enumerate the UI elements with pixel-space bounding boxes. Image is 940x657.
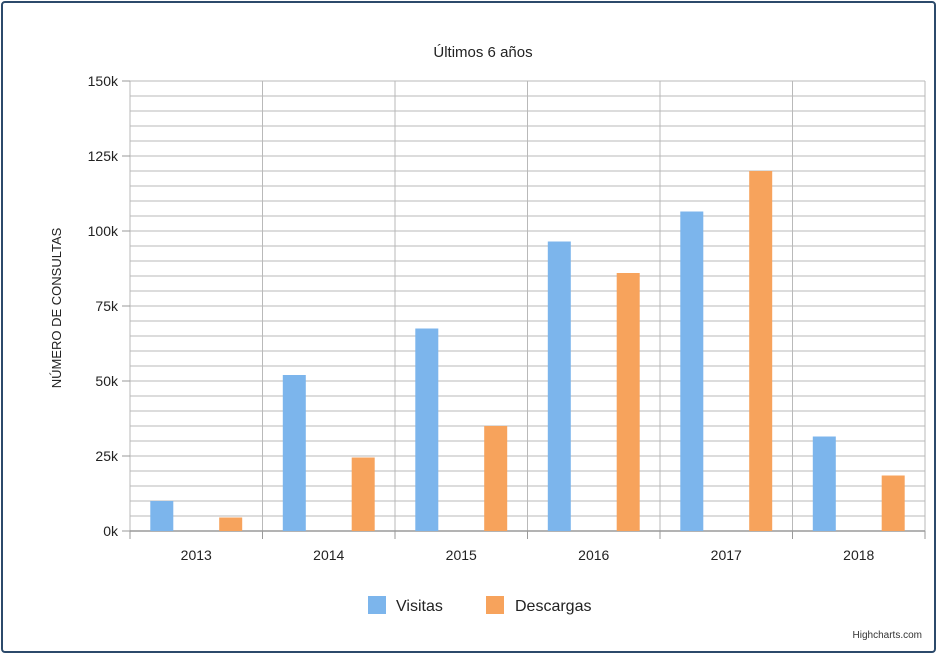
bar-descargas-2017[interactable] bbox=[749, 171, 773, 531]
bar-visitas-2017[interactable] bbox=[680, 211, 704, 532]
x-tick-label: 2016 bbox=[578, 547, 609, 563]
x-tick-label: 2018 bbox=[843, 547, 874, 563]
bars bbox=[150, 171, 905, 532]
x-tick-label: 2017 bbox=[711, 547, 742, 563]
x-tick-label: 2013 bbox=[181, 547, 212, 563]
legend-label-descargas[interactable]: Descargas bbox=[515, 598, 591, 615]
y-axis-ticks: 0k 25k 50k 75k 100k 125k 150k bbox=[88, 73, 130, 539]
y-tick-label: 150k bbox=[88, 73, 119, 89]
bar-descargas-2016[interactable] bbox=[616, 273, 640, 531]
bar-visitas-2015[interactable] bbox=[415, 328, 439, 532]
x-tick-label: 2015 bbox=[446, 547, 477, 563]
legend[interactable]: Visitas Descargas bbox=[368, 596, 591, 615]
bar-descargas-2013[interactable] bbox=[219, 517, 243, 532]
bar-descargas-2018[interactable] bbox=[881, 475, 905, 532]
y-tick-label: 50k bbox=[95, 373, 119, 389]
y-tick-label: 125k bbox=[88, 148, 119, 164]
y-tick-label: 0k bbox=[103, 523, 119, 539]
legend-label-visitas[interactable]: Visitas bbox=[396, 598, 443, 615]
legend-swatch-descargas[interactable] bbox=[486, 596, 504, 614]
y-tick-label: 75k bbox=[95, 298, 119, 314]
x-axis-ticks: 2013 2014 2015 2016 2017 2018 bbox=[129, 531, 926, 563]
chart-title: Últimos 6 años bbox=[433, 44, 532, 61]
bar-visitas-2014[interactable] bbox=[282, 375, 306, 531]
grid-lines bbox=[129, 80, 926, 532]
bar-descargas-2015[interactable] bbox=[484, 426, 508, 531]
legend-swatch-visitas[interactable] bbox=[368, 596, 386, 614]
y-tick-label: 100k bbox=[88, 223, 119, 239]
bar-visitas-2013[interactable] bbox=[150, 501, 174, 531]
y-axis-title: NÚMERO DE CONSULTAS bbox=[49, 227, 64, 388]
x-tick-label: 2014 bbox=[313, 547, 344, 563]
bar-descargas-2014[interactable] bbox=[351, 457, 375, 532]
y-tick-label: 25k bbox=[95, 448, 119, 464]
credits-link[interactable]: Highcharts.com bbox=[853, 630, 922, 641]
bar-visitas-2018[interactable] bbox=[812, 436, 836, 532]
bar-visitas-2016[interactable] bbox=[547, 241, 571, 532]
